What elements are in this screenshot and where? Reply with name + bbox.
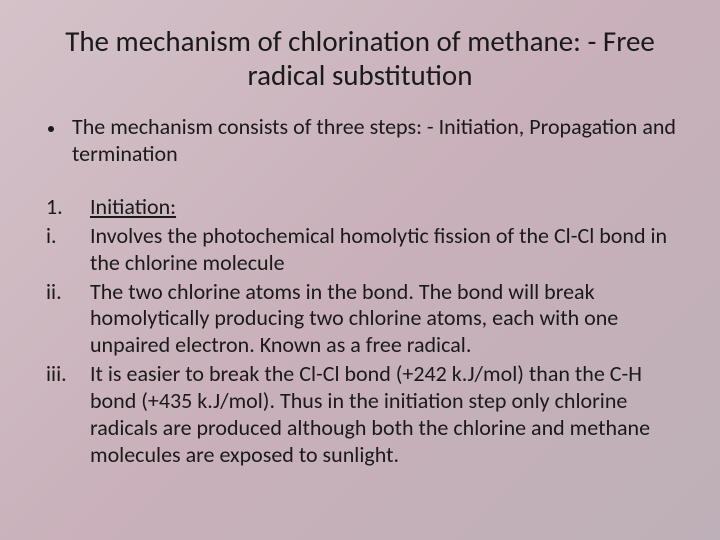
intro-bullet: The mechanism consists of three steps: -… (40, 114, 680, 168)
list-marker: i. (44, 223, 90, 250)
list-text: It is easier to break the Cl-Cl bond (+2… (90, 361, 680, 468)
initiation-list: 1. Initiation: i. Involves the photochem… (40, 194, 680, 468)
list-item: i. Involves the photochemical homolytic … (44, 223, 680, 277)
list-marker: iii. (44, 361, 90, 388)
list-marker: ii. (44, 279, 90, 306)
intro-bullet-text: The mechanism consists of three steps: -… (72, 114, 680, 168)
slide-title: The mechanism of chlorination of methane… (40, 24, 680, 92)
list-item: 1. Initiation: (44, 194, 680, 221)
list-text: The two chlorine atoms in the bond. The … (90, 279, 680, 359)
list-text: Initiation: (90, 194, 680, 221)
list-item: iii. It is easier to break the Cl-Cl bon… (44, 361, 680, 468)
list-text: Involves the photochemical homolytic fis… (90, 223, 680, 277)
list-marker: 1. (44, 194, 90, 221)
bullet-dot-icon (48, 126, 54, 132)
list-item: ii. The two chlorine atoms in the bond. … (44, 279, 680, 359)
